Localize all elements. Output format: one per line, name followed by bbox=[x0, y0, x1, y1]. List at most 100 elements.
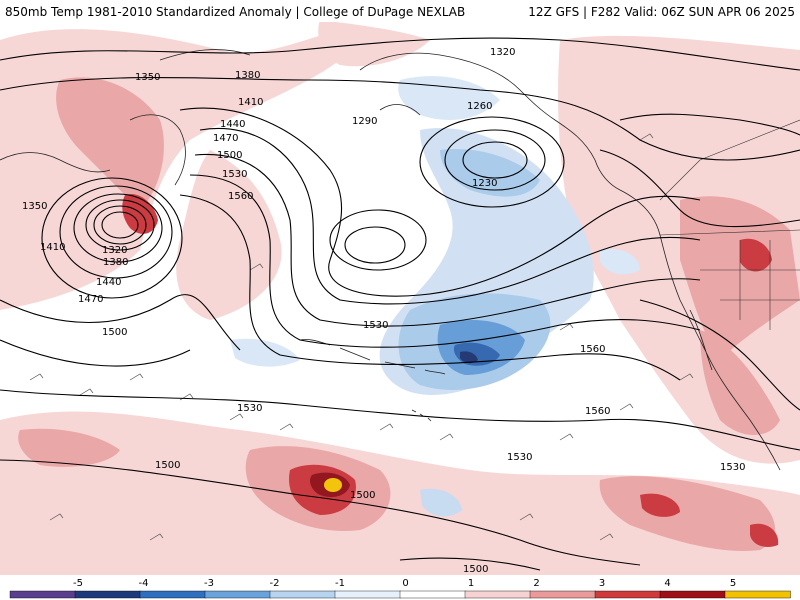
colorbar-tick-label: -1 bbox=[335, 578, 345, 589]
colorbar-swatch bbox=[464, 590, 531, 599]
contour-label: 1470 bbox=[213, 133, 238, 144]
contour-label: 1560 bbox=[585, 406, 610, 417]
colorbar-tick-label: 2 bbox=[533, 578, 539, 589]
cold-anomaly-region bbox=[420, 488, 462, 517]
wind-barb bbox=[149, 533, 164, 541]
height-contour bbox=[0, 37, 800, 71]
warm-anomaly-region bbox=[0, 411, 800, 575]
height-contour bbox=[199, 128, 701, 305]
contour-label: 1500 bbox=[463, 564, 488, 575]
contour-label: 1500 bbox=[350, 490, 375, 501]
wind-barb bbox=[29, 373, 44, 381]
warm-anomaly-peak bbox=[324, 478, 342, 492]
colorbar-tick-label: 4 bbox=[664, 578, 670, 589]
contour-label: 1290 bbox=[352, 116, 377, 127]
colorbar-tick-label: 3 bbox=[599, 578, 605, 589]
cold-anomaly-region bbox=[398, 76, 500, 120]
contour-label: 1440 bbox=[220, 119, 245, 130]
colorbar-swatch bbox=[529, 590, 596, 599]
cold-anomaly-region bbox=[230, 338, 300, 367]
wind-barb bbox=[249, 263, 264, 271]
header-right-title: 12Z GFS | F282 Valid: 06Z SUN APR 06 202… bbox=[528, 5, 795, 19]
warm-anomaly-region bbox=[56, 77, 164, 210]
colorbar-tick-label: 5 bbox=[730, 578, 736, 589]
wind-barb bbox=[79, 388, 94, 396]
height-contour bbox=[0, 459, 641, 566]
wind-barb bbox=[229, 413, 244, 421]
warm-anomaly-region bbox=[176, 150, 282, 320]
warm-anomaly-core bbox=[640, 493, 680, 517]
height-contour bbox=[179, 107, 701, 297]
colorbar-swatch bbox=[334, 590, 401, 599]
height-contour bbox=[329, 209, 427, 271]
colorbar-swatch bbox=[139, 590, 206, 599]
height-contour bbox=[639, 299, 800, 411]
cold-anomaly-extreme bbox=[460, 351, 478, 364]
height-contour bbox=[599, 149, 800, 228]
wind-barb bbox=[599, 533, 614, 541]
height-contour bbox=[419, 116, 565, 208]
height-contour bbox=[93, 205, 147, 245]
height-contour bbox=[0, 294, 241, 351]
contour-label: 1440 bbox=[96, 277, 121, 288]
wind-barb bbox=[619, 403, 634, 411]
colorbar-tick-label: -2 bbox=[270, 578, 280, 589]
height-contour bbox=[444, 129, 546, 191]
wind-barb bbox=[559, 433, 574, 441]
colorbar-tick-label: 1 bbox=[468, 578, 474, 589]
colorbar-tick-label: 0 bbox=[402, 578, 408, 589]
cold-anomaly-region bbox=[600, 248, 640, 275]
contour-labels: 1350 1320 1380 1410 1440 1470 1500 1530 … bbox=[22, 47, 745, 575]
colorbar-swatch bbox=[204, 590, 271, 599]
contour-label: 1500 bbox=[155, 460, 180, 471]
warm-anomaly-core bbox=[750, 523, 779, 547]
height-contours bbox=[0, 37, 800, 571]
colorbar bbox=[9, 590, 791, 599]
warm-anomaly-region bbox=[558, 35, 800, 464]
height-contour bbox=[41, 177, 183, 299]
contour-label: 1530 bbox=[237, 403, 262, 414]
wind-barb bbox=[279, 423, 294, 431]
height-contour bbox=[0, 389, 800, 451]
contour-label: 1560 bbox=[580, 344, 605, 355]
height-contour bbox=[85, 199, 155, 251]
height-contour bbox=[344, 226, 406, 264]
colorbar-swatch bbox=[659, 590, 726, 599]
contour-label: 1500 bbox=[102, 327, 127, 338]
contour-label: 1560 bbox=[228, 191, 253, 202]
height-contour bbox=[179, 194, 681, 381]
contour-label: 1530 bbox=[363, 320, 388, 331]
contour-label: 1410 bbox=[40, 242, 65, 253]
contour-label: 1470 bbox=[78, 294, 103, 305]
warm-anomaly-core bbox=[740, 238, 772, 272]
contour-label: 1350 bbox=[135, 72, 160, 83]
warm-anomaly-region bbox=[700, 330, 780, 435]
cold-anomaly-region bbox=[440, 149, 540, 197]
political-borders bbox=[659, 119, 800, 330]
wind-barb bbox=[439, 433, 454, 441]
colorbar-swatch bbox=[74, 590, 141, 599]
height-contour bbox=[399, 557, 541, 571]
wind-barb bbox=[639, 133, 654, 141]
contour-label: 1320 bbox=[490, 47, 515, 58]
warm-anomaly-region bbox=[18, 428, 120, 467]
height-contour bbox=[101, 211, 139, 239]
contour-label: 1500 bbox=[217, 150, 242, 161]
height-contour bbox=[619, 113, 800, 136]
colorbar-swatch bbox=[9, 590, 76, 599]
colorbar-swatch bbox=[399, 590, 466, 599]
wind-barb bbox=[129, 373, 144, 381]
header-bar bbox=[0, 0, 800, 22]
alaska-coastline bbox=[359, 52, 621, 191]
colorbar-tick-label: -3 bbox=[204, 578, 214, 589]
contour-label: 1530 bbox=[222, 169, 247, 180]
colorbar-swatch bbox=[594, 590, 661, 599]
contour-label: 1350 bbox=[22, 201, 47, 212]
header-left-title: 850mb Temp 1981-2010 Standardized Anomal… bbox=[5, 5, 465, 19]
height-contour bbox=[0, 339, 191, 367]
colorbar-tick-label: -4 bbox=[139, 578, 149, 589]
colorbar-tick-label: -5 bbox=[73, 578, 83, 589]
contour-label: 1380 bbox=[103, 257, 128, 268]
contour-label: 1380 bbox=[235, 70, 260, 81]
